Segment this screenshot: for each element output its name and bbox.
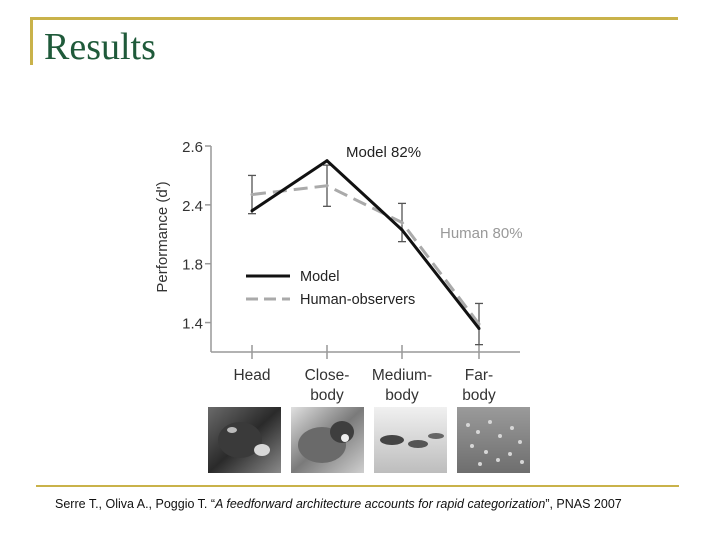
- model-series-point: [250, 209, 254, 213]
- legend-human-label: Human-observers: [300, 292, 415, 308]
- y-axis-label: Performance (d'): [154, 181, 171, 292]
- x-tick-label: Medium-: [372, 367, 432, 384]
- y-tick-label: 2.4: [182, 198, 203, 215]
- x-tick-label: body: [385, 387, 419, 404]
- top-accent-rule: [30, 17, 678, 20]
- model-series-point: [477, 326, 481, 330]
- legend-model-label: Model: [300, 269, 340, 285]
- human-series-line: [251, 184, 481, 325]
- human-series-point: [477, 322, 481, 326]
- model-series-point: [400, 228, 404, 232]
- legend: Model Human-observers: [246, 269, 415, 308]
- thumbnail-images: [208, 407, 530, 473]
- herd-far-body-photo: [457, 407, 530, 473]
- human-series-point: [400, 221, 404, 225]
- model-score-annotation: Model 82%: [346, 144, 421, 161]
- x-tick-label: body: [310, 387, 344, 404]
- bottom-accent-rule: [36, 485, 679, 487]
- y-tick-label: 1.8: [182, 257, 203, 274]
- y-tick-label: 2.6: [182, 139, 203, 156]
- citation-venue: ”, PNAS 2007: [545, 497, 622, 511]
- lion-close-body-photo: [291, 407, 364, 473]
- left-accent-rule: [30, 17, 33, 65]
- human-series-point: [250, 193, 254, 197]
- human-score-annotation: Human 80%: [440, 225, 523, 242]
- human-series-point: [325, 184, 329, 188]
- slide-title: Results: [44, 26, 156, 68]
- wolves-medium-body-photo: [374, 407, 447, 473]
- lion-head-photo: [208, 407, 281, 473]
- citation-paper-title: A feedforward architecture accounts for …: [215, 497, 546, 511]
- x-tick-label: Head: [233, 367, 270, 384]
- x-tick-label: body: [462, 387, 496, 404]
- model-series-point: [325, 159, 329, 163]
- model-series-line: [251, 159, 481, 330]
- citation: Serre T., Oliva A., Poggio T. “A feedfor…: [55, 496, 695, 513]
- results-chart: 1.4 1.8 2.4 2.6 Head Close-body Medium-body Fa…: [154, 139, 530, 473]
- citation-authors: Serre T., Oliva A., Poggio T. “: [55, 497, 216, 511]
- x-tick-label: Close-: [305, 367, 350, 384]
- x-tick-label: Far-: [465, 367, 493, 384]
- y-tick-label: 1.4: [182, 316, 203, 333]
